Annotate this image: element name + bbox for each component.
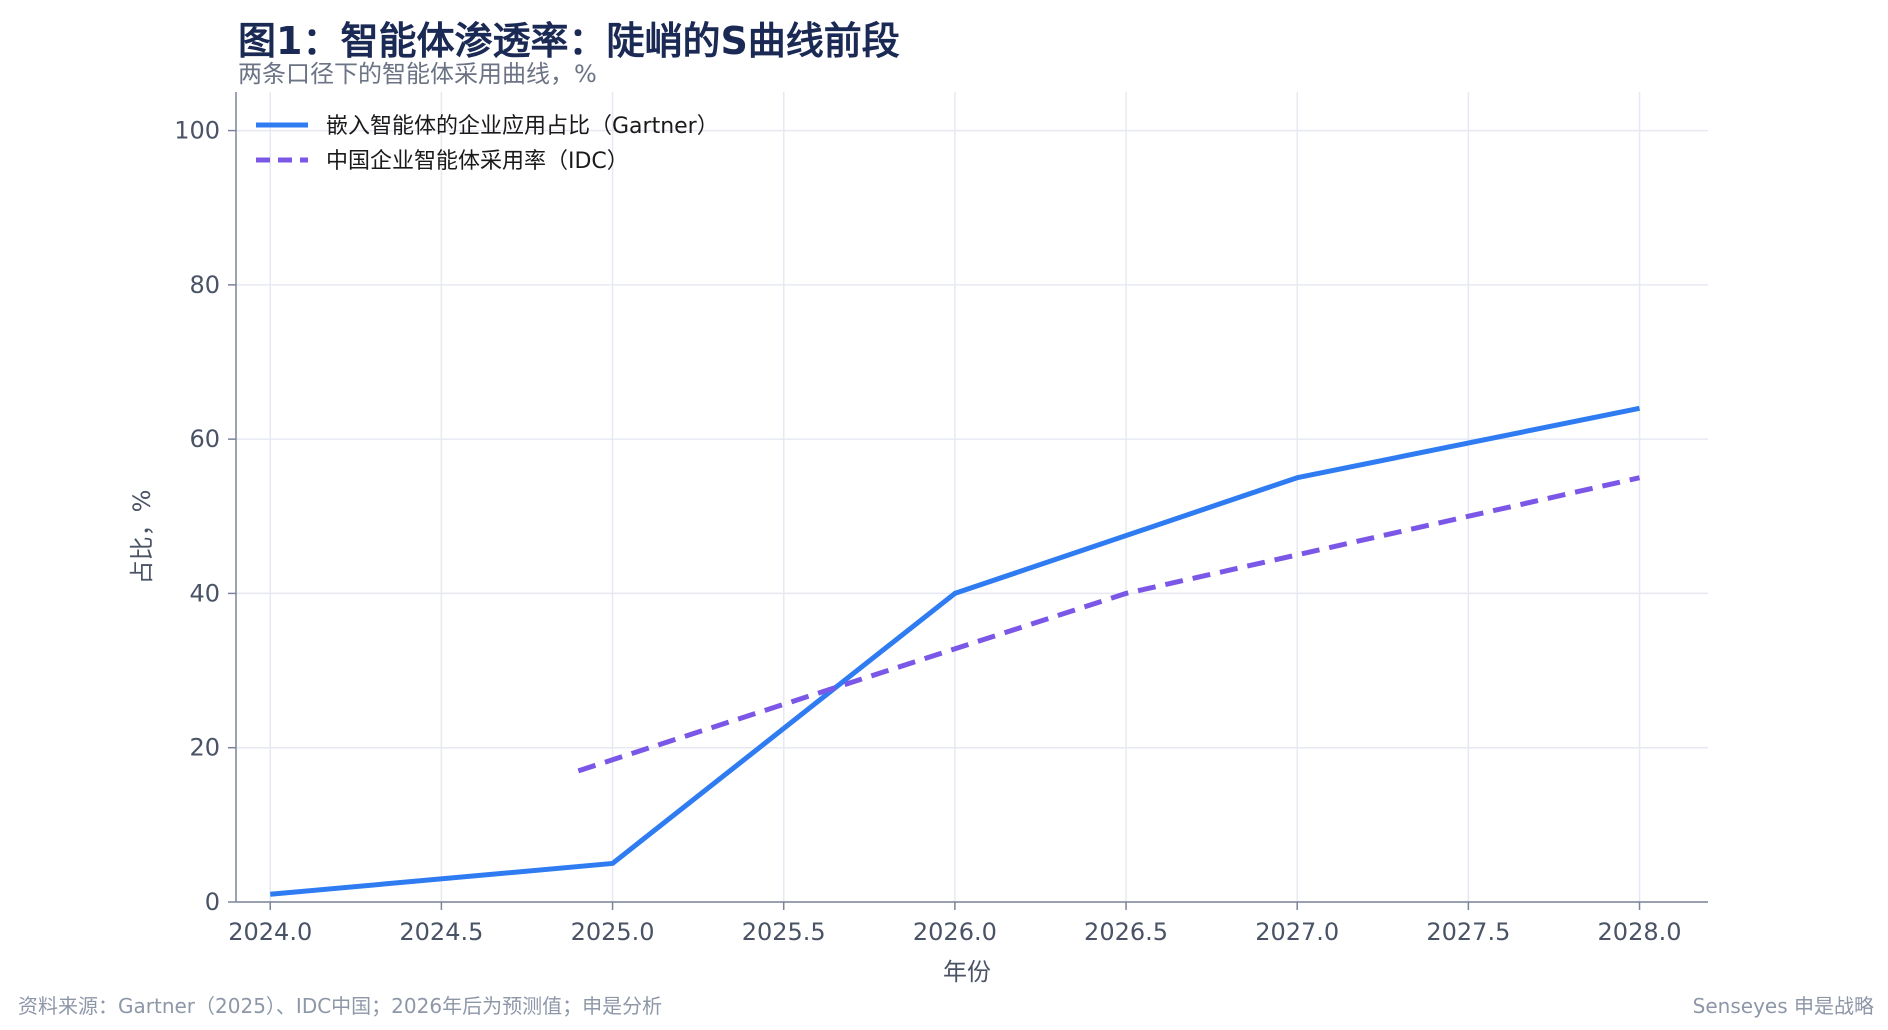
y-tick-label: 100 [174, 117, 220, 145]
source-note: 资料来源：Gartner（2025）、IDC中国；2026年后为预测值；申是分析 [18, 994, 663, 1018]
y-tick-label: 0 [205, 888, 220, 916]
series-line-2 [577, 475, 1641, 774]
grid [236, 92, 1708, 903]
legend: 嵌入智能体的企业应用占比（Gartner） 中国企业智能体采用率（IDC） [256, 114, 719, 174]
x-tick-label: 2024.0 [228, 918, 312, 946]
series [270, 405, 1641, 897]
axes: 2024.0 2024.5 2025.0 2025.5 2026.0 2026.5 2027… [128, 92, 1708, 986]
x-tick-label: 2025.0 [571, 918, 655, 946]
legend-label-2: 中国企业智能体采用率（IDC） [326, 149, 629, 174]
x-tick-label: 2024.5 [399, 918, 483, 946]
series-line-1 [270, 405, 1641, 897]
y-tick-label: 40 [189, 579, 220, 607]
line-chart: 2024.0 2024.5 2025.0 2025.5 2026.0 2026.5 2027… [128, 92, 1708, 986]
y-tick-label: 20 [189, 734, 220, 762]
x-tick-label: 2026.0 [913, 918, 997, 946]
x-tick-label: 2027.5 [1426, 918, 1510, 946]
x-tick-label: 2026.5 [1084, 918, 1168, 946]
brand-label: Senseyes 申是战略 [1692, 994, 1874, 1018]
x-tick-label: 2028.0 [1598, 918, 1682, 946]
legend-label-1: 嵌入智能体的企业应用占比（Gartner） [326, 114, 719, 139]
chart-subtitle: 两条口径下的智能体采用曲线，% [238, 60, 597, 88]
x-tick-label: 2025.5 [742, 918, 826, 946]
x-tick-label: 2027.0 [1255, 918, 1339, 946]
chart-title: 图1：智能体渗透率：陡峭的S曲线前段 [238, 19, 900, 63]
x-axis-title: 年份 [943, 958, 991, 986]
y-axis-title: 占比，% [128, 490, 156, 585]
y-tick-label: 80 [189, 271, 220, 299]
y-tick-label: 60 [189, 425, 220, 453]
